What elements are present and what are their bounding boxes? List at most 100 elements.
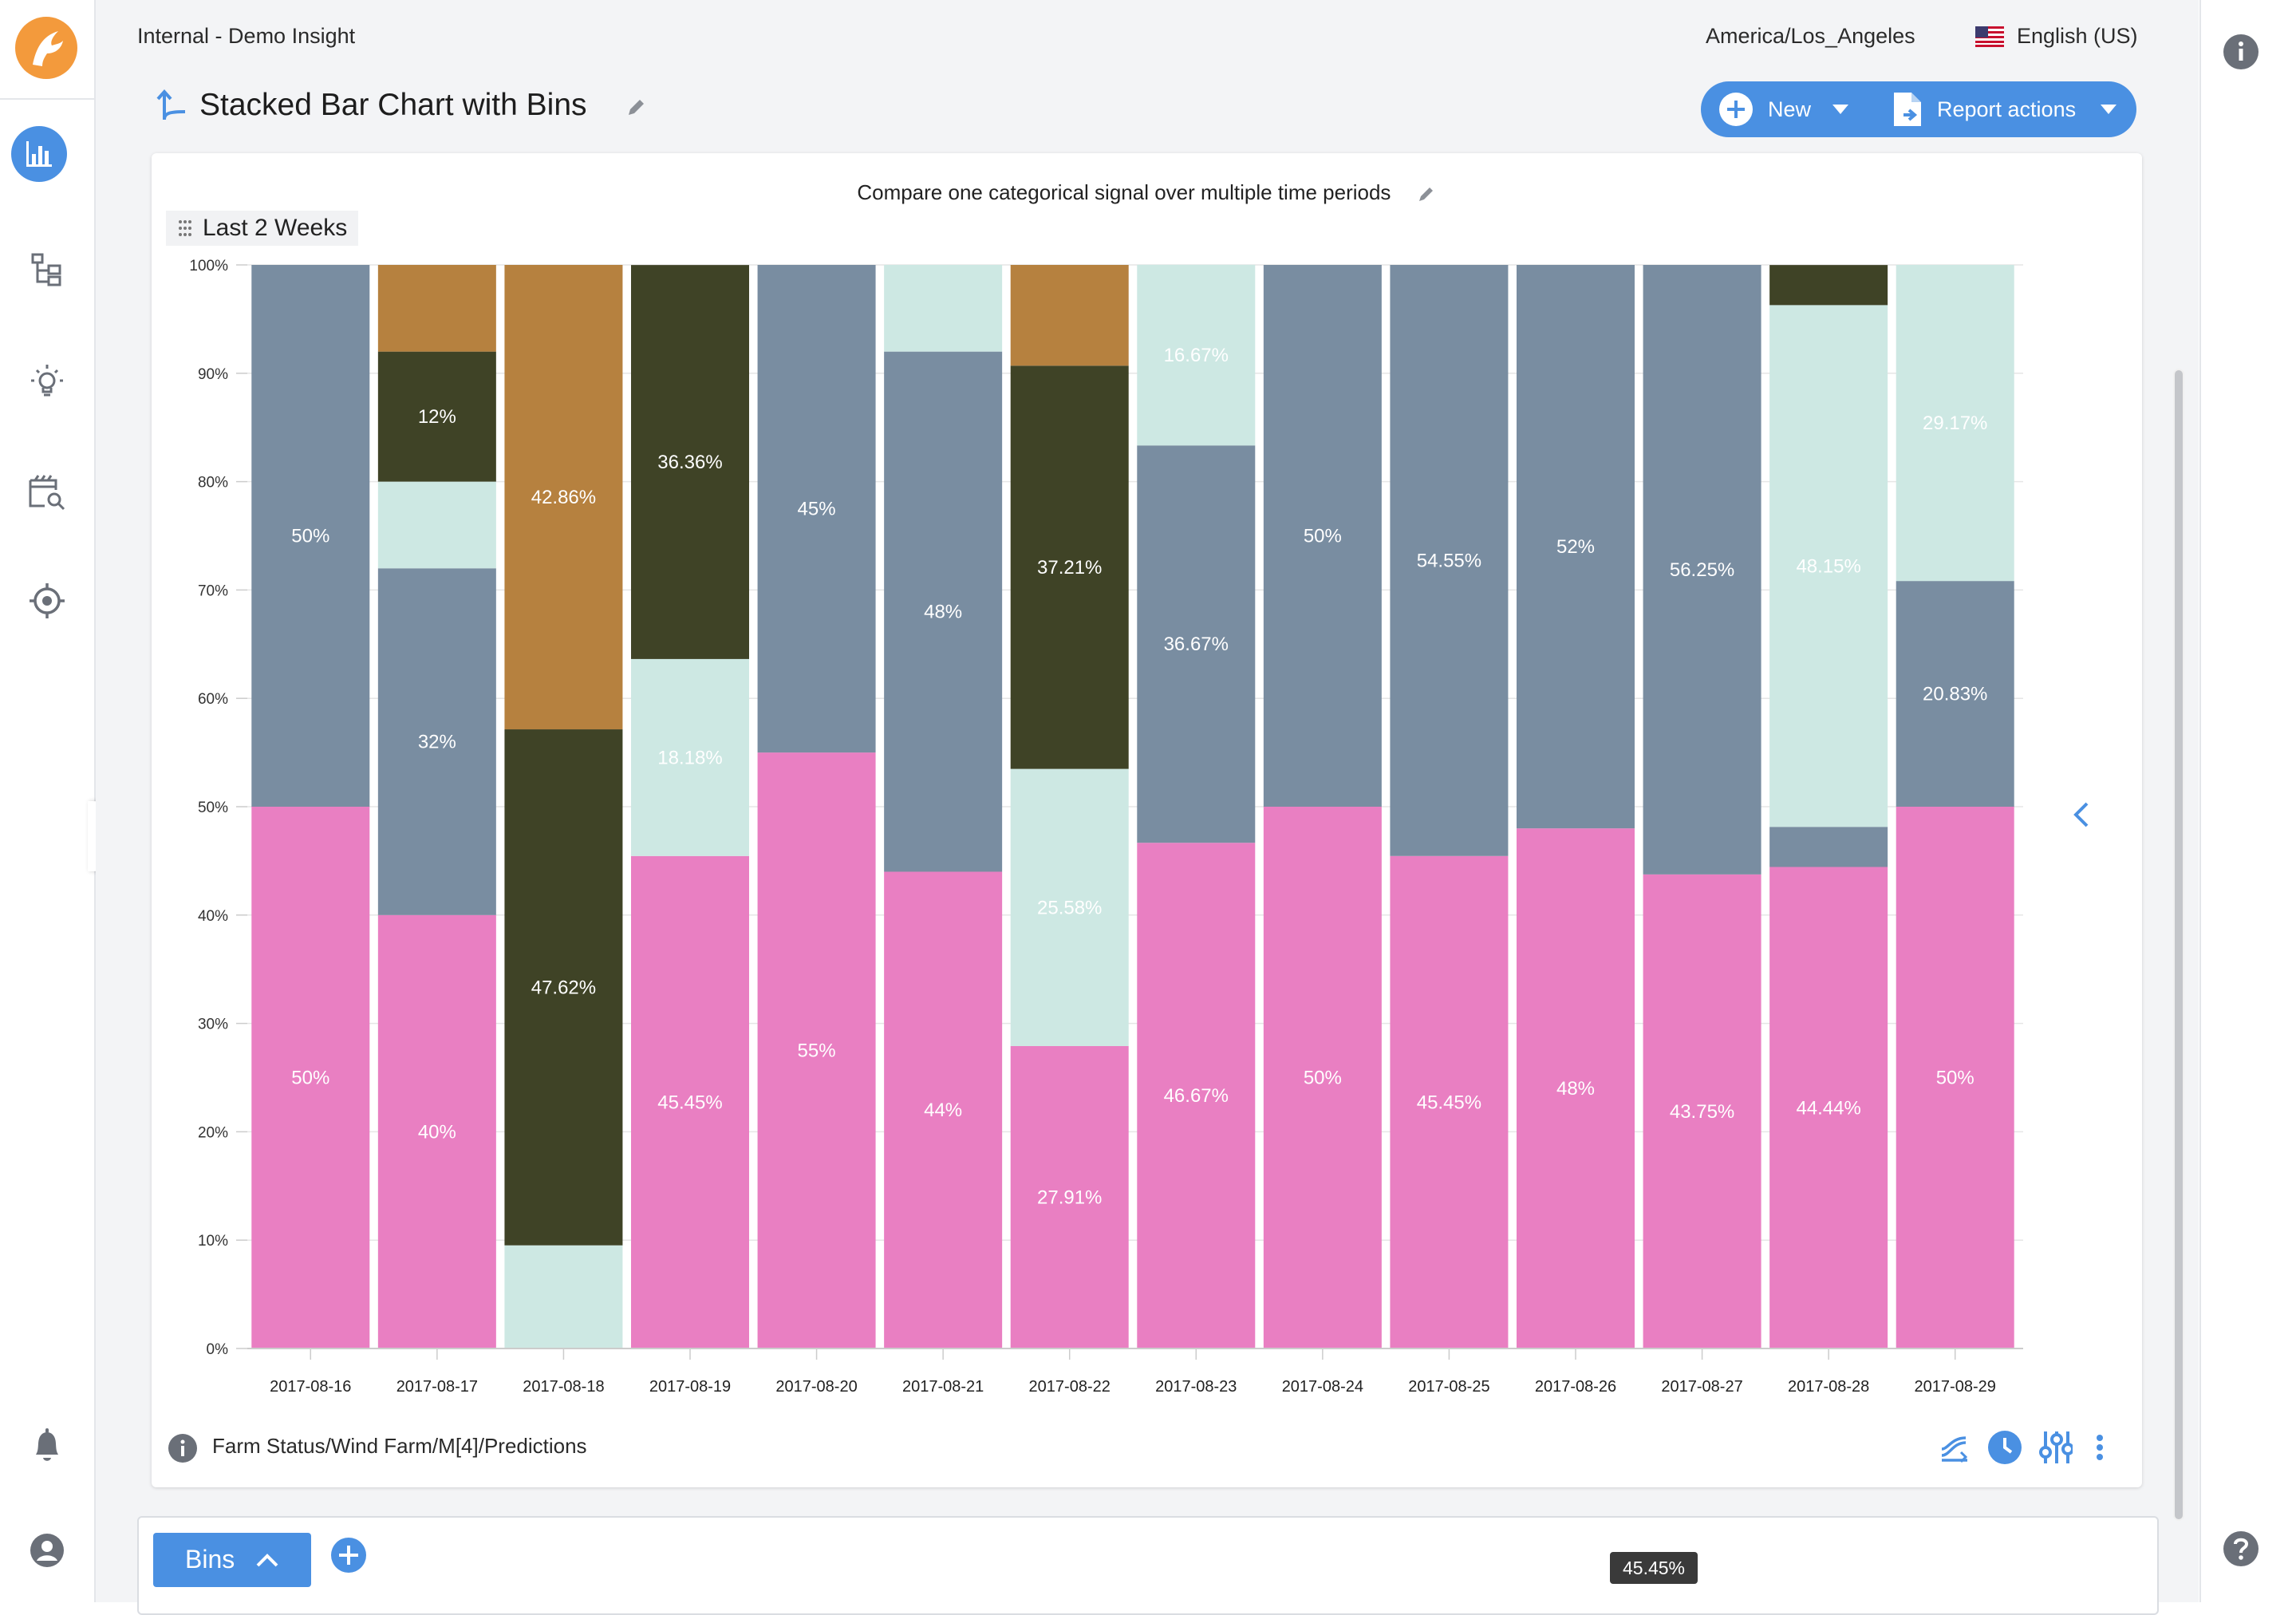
- collapse-legend-icon[interactable]: [2073, 801, 2090, 828]
- x-tick-label: 2017-08-28: [1788, 1378, 1869, 1396]
- bar-segment: [504, 265, 623, 730]
- chart-data-labels: 50% 50% 40% 32% 12% 47.62% 42.86% 45.45% 18.18% 3…: [291, 345, 1987, 1208]
- nav-analysis[interactable]: [11, 126, 67, 182]
- bar-segment: [504, 729, 623, 1246]
- report-actions-button[interactable]: Report actions: [1892, 81, 2117, 137]
- data-label: 48%: [1556, 1078, 1595, 1100]
- x-tick-label: 2017-08-25: [1408, 1378, 1489, 1396]
- new-label: New: [1768, 97, 1812, 121]
- data-label: 48.15%: [1796, 555, 1860, 577]
- seeq-logo[interactable]: [15, 17, 77, 79]
- info-icon[interactable]: [168, 1433, 198, 1463]
- more-options-icon[interactable]: [2093, 1431, 2106, 1463]
- chart-tooltip: 45.45%: [1610, 1552, 1698, 1584]
- caret-down-icon: [2101, 105, 2117, 114]
- data-label: 55%: [798, 1040, 836, 1062]
- y-tick-label: 40%: [198, 908, 228, 925]
- language-label: English (US): [2017, 24, 2138, 48]
- y-tick-label: 70%: [198, 582, 228, 599]
- y-tick-label: 60%: [198, 691, 228, 708]
- right-sidebar: [2199, 0, 2296, 1602]
- target-icon: [30, 583, 65, 618]
- x-tick-label: 2017-08-17: [396, 1378, 478, 1396]
- chart-axes: 0% 10% 20% 30% 40% 50% 60% 70% 80% 90% 100% 2017-08…: [189, 258, 2023, 1396]
- help-icon[interactable]: [2223, 1530, 2259, 1567]
- bar-segment: [1896, 265, 2014, 582]
- edit-chart-title-icon[interactable]: [1416, 184, 1437, 204]
- nav-target[interactable]: [18, 571, 77, 630]
- data-label: 50%: [1304, 526, 1342, 547]
- data-label: 54.55%: [1417, 550, 1481, 571]
- bar-segment: [1769, 265, 1888, 306]
- data-label: 44.44%: [1796, 1097, 1860, 1119]
- data-label: 36.67%: [1164, 634, 1229, 655]
- data-label: 48%: [924, 602, 962, 623]
- data-label: 20.83%: [1923, 684, 1987, 705]
- x-tick-label: 2017-08-24: [1282, 1378, 1363, 1396]
- x-tick-label: 2017-08-23: [1155, 1378, 1237, 1396]
- data-label: 50%: [291, 526, 329, 547]
- logo-icon: [33, 31, 63, 66]
- nav-insights[interactable]: [18, 351, 77, 410]
- workbook-name[interactable]: Internal - Demo Insight: [137, 24, 356, 48]
- bar-segment: [377, 481, 496, 569]
- bar-segment: [1643, 874, 1761, 1348]
- x-tick-label: 2017-08-20: [775, 1378, 857, 1396]
- bar-segment: [504, 1245, 623, 1348]
- data-label: 50%: [1936, 1068, 1974, 1089]
- y-tick-label: 30%: [198, 1017, 228, 1033]
- x-tick-label: 2017-08-16: [270, 1378, 351, 1396]
- time-range-badge[interactable]: Last 2 Weeks: [166, 211, 359, 246]
- bar-segment: [1137, 843, 1256, 1348]
- report-actions-label: Report actions: [1937, 97, 2077, 121]
- data-label: 29.17%: [1923, 413, 1987, 434]
- new-button[interactable]: New: [1718, 81, 1849, 137]
- edit-title-icon[interactable]: [624, 96, 648, 120]
- nav-search[interactable]: [18, 463, 77, 522]
- data-label: 56.25%: [1670, 559, 1734, 581]
- data-label: 45.45%: [1417, 1092, 1481, 1113]
- bar-segment: [1010, 265, 1129, 366]
- bar-segment: [377, 568, 496, 915]
- y-tick-label: 20%: [198, 1124, 228, 1141]
- chart-bars: [251, 264, 2014, 1348]
- data-label: 42.86%: [531, 487, 596, 508]
- bar-segment: [1263, 807, 1382, 1348]
- chart-title-text: Compare one categorical signal over mult…: [857, 180, 1391, 204]
- bar-segment: [1517, 828, 1635, 1348]
- back-arrow-icon[interactable]: [156, 88, 188, 123]
- bins-tab-button[interactable]: Bins: [153, 1533, 311, 1587]
- y-tick-label: 50%: [198, 800, 228, 816]
- x-tick-label: 2017-08-19: [649, 1378, 731, 1396]
- language-selector[interactable]: English (US): [1975, 24, 2138, 49]
- data-label: 43.75%: [1670, 1101, 1734, 1123]
- bar-segment: [1643, 265, 1761, 875]
- x-tick-label: 2017-08-29: [1915, 1378, 1996, 1396]
- nav-divider: [0, 98, 94, 100]
- settings-sliders-icon[interactable]: [2038, 1428, 2073, 1467]
- nav-user[interactable]: [18, 1521, 77, 1580]
- report-icon: [1894, 93, 1921, 126]
- data-label: 45.45%: [657, 1092, 722, 1113]
- us-flag-icon: [1975, 26, 2004, 47]
- bar-segment: [1137, 264, 1256, 446]
- chart-scrollbar-thumb[interactable]: [2175, 370, 2183, 1519]
- bar-segment: [1896, 807, 2014, 1348]
- data-label: 36.36%: [657, 452, 722, 473]
- x-tick-label: 2017-08-21: [902, 1378, 984, 1396]
- timezone[interactable]: America/Los_Angeles: [1706, 24, 1915, 48]
- bar-segment: [757, 752, 876, 1348]
- nav-notifications[interactable]: [18, 1416, 77, 1475]
- data-label: 50%: [1304, 1068, 1342, 1089]
- bar-segment: [1390, 265, 1509, 856]
- add-bin-button[interactable]: [330, 1537, 367, 1574]
- bar-segment: [1137, 445, 1256, 843]
- x-tick-label: 2017-08-18: [523, 1378, 604, 1396]
- info-panel-icon[interactable]: [2223, 34, 2259, 70]
- bar-segment: [1769, 867, 1888, 1348]
- bar-segment: [1010, 365, 1129, 769]
- bar-segment: [884, 351, 1003, 872]
- nav-tree[interactable]: [18, 239, 77, 298]
- clock-icon[interactable]: [1987, 1430, 2022, 1465]
- trend-icon[interactable]: [1939, 1431, 1971, 1463]
